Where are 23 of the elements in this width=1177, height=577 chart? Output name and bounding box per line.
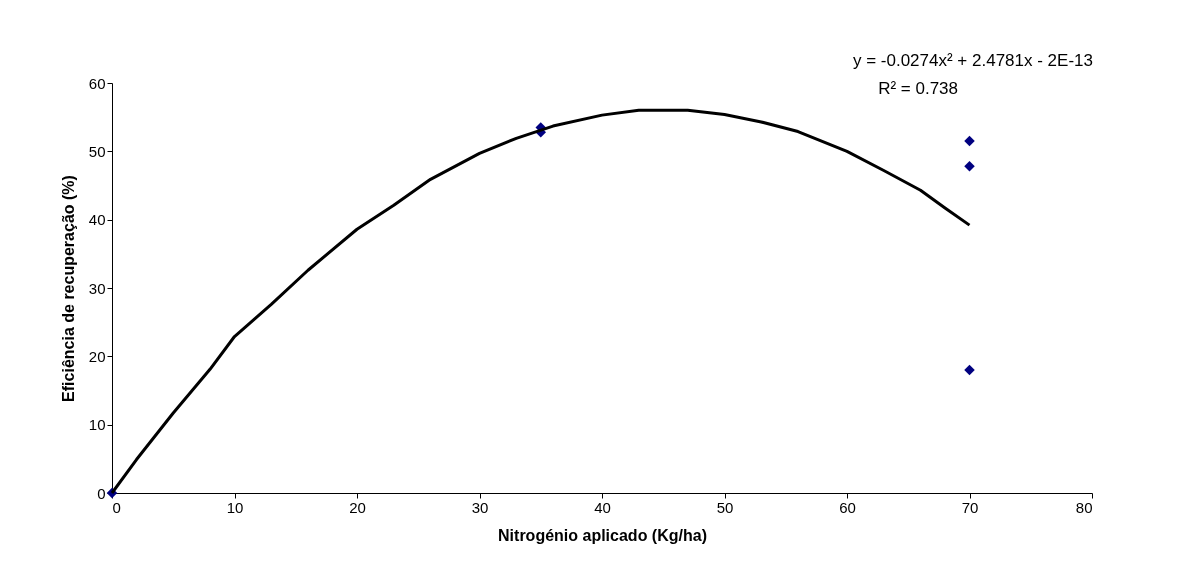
x-tick-label: 70	[961, 498, 979, 516]
x-tick-label: 50	[716, 498, 734, 516]
y-tick-label: 60	[88, 74, 106, 92]
x-tick-label: 10	[226, 498, 244, 516]
point	[964, 364, 975, 376]
y-tick-label: 30	[88, 279, 106, 297]
x-tick-label: 80	[1075, 498, 1093, 516]
y-tick-label: 0	[97, 484, 106, 502]
point	[964, 135, 975, 147]
x-tick-label: 60	[839, 498, 856, 516]
x-tick-label: 0	[112, 498, 121, 516]
text: y = -0.0274x² + 2.4781x - 2E-13	[852, 51, 1093, 70]
y-axis-title: Eficiência de recuperação (%)	[59, 175, 77, 402]
annotation: R² = 0.738	[878, 79, 958, 98]
y-tick-label: 20	[88, 347, 106, 365]
x-tick-label: 30	[471, 498, 489, 516]
x-tick-label: 40	[594, 498, 611, 516]
y-tick-label: 40	[88, 211, 106, 229]
point	[964, 161, 975, 172]
y-tick-label: 10	[88, 416, 106, 434]
y-tick-label: 50	[88, 142, 106, 160]
x-tick-label: 20	[349, 498, 366, 516]
x-axis-title: Nitrogénio aplicado (Kg/ha)	[498, 526, 707, 544]
